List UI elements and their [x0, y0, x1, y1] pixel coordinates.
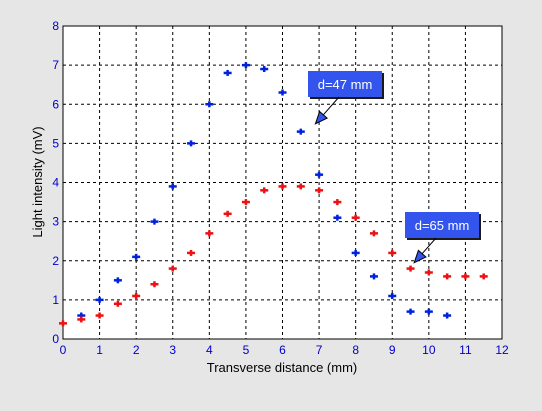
y-tick-label: 4 — [52, 176, 59, 190]
data-point-series-2 — [406, 265, 415, 272]
data-point-series-1 — [351, 249, 360, 256]
y-tick-label: 2 — [52, 254, 59, 268]
data-point-series-1 — [205, 101, 214, 108]
y-tick-label: 6 — [52, 97, 59, 111]
data-point-series-1 — [187, 140, 196, 147]
data-point-series-2 — [315, 187, 324, 194]
y-tick-label: 3 — [52, 215, 59, 229]
data-point-series-2 — [132, 292, 141, 299]
data-point-series-1 — [424, 308, 433, 315]
annotation-arrowhead — [413, 249, 427, 264]
data-point-series-2 — [278, 183, 287, 190]
annotation-label: d=47 mm — [318, 77, 373, 92]
y-tick-label: 7 — [52, 58, 59, 72]
data-point-series-2 — [241, 199, 250, 206]
annotation-1: d=47 mm — [308, 71, 384, 125]
x-tick-label: 7 — [316, 343, 323, 357]
data-point-series-2 — [223, 210, 232, 217]
data-point-series-2 — [333, 199, 342, 206]
annotation-2: d=65 mm — [405, 212, 481, 264]
x-tick-label: 8 — [352, 343, 359, 357]
annotation-arrow — [322, 96, 340, 116]
y-tick-label: 1 — [52, 293, 59, 307]
data-point-series-1 — [278, 89, 287, 96]
data-point-series-1 — [168, 183, 177, 190]
data-point-series-1 — [369, 273, 378, 280]
data-point-series-2 — [168, 265, 177, 272]
data-point-series-1 — [113, 277, 122, 284]
data-point-series-2 — [369, 230, 378, 237]
data-point-series-2 — [205, 230, 214, 237]
annotation-box — [308, 71, 382, 97]
y-tick-label: 5 — [52, 136, 59, 150]
data-point-series-2 — [95, 312, 104, 319]
data-point-series-1 — [95, 296, 104, 303]
data-point-series-1 — [333, 214, 342, 221]
data-point-series-2 — [150, 281, 159, 288]
data-point-series-2 — [424, 269, 433, 276]
x-tick-label: 6 — [279, 343, 286, 357]
data-point-series-1 — [260, 66, 269, 73]
data-point-series-1 — [150, 218, 159, 225]
x-tick-label: 12 — [495, 343, 509, 357]
data-point-series-2 — [479, 273, 488, 280]
data-point-series-1 — [296, 128, 305, 135]
annotation-arrow — [421, 237, 437, 255]
data-point-series-2 — [113, 300, 122, 307]
grid — [63, 26, 502, 339]
x-tick-label: 11 — [459, 343, 472, 357]
data-point-series-2 — [187, 249, 196, 256]
annotation-box — [405, 212, 479, 238]
data-point-series-1 — [132, 253, 141, 260]
data-point-series-2 — [443, 273, 452, 280]
data-point-series-1 — [223, 69, 232, 76]
data-points — [59, 62, 488, 327]
x-tick-label: 9 — [389, 343, 396, 357]
y-axis-label: Light intensity (mV) — [30, 126, 45, 237]
data-point-series-2 — [351, 214, 360, 221]
data-point-series-1 — [406, 308, 415, 315]
data-point-series-1 — [315, 171, 324, 178]
data-point-series-1 — [388, 292, 397, 299]
data-point-series-2 — [260, 187, 269, 194]
x-tick-label: 2 — [133, 343, 140, 357]
data-point-series-2 — [296, 183, 305, 190]
x-tick-label: 0 — [60, 343, 67, 357]
annotations: d=47 mm d=65 mm — [308, 71, 481, 264]
data-point-series-1 — [241, 62, 250, 69]
x-tick-label: 5 — [243, 343, 250, 357]
data-point-series-2 — [461, 273, 470, 280]
annotation-label: d=65 mm — [415, 218, 470, 233]
data-point-series-2 — [59, 320, 67, 327]
x-tick-label: 1 — [96, 343, 103, 357]
x-tick-label: 3 — [169, 343, 176, 357]
y-tick-label: 0 — [52, 332, 59, 346]
data-point-series-2 — [77, 316, 86, 323]
x-tick-label: 10 — [422, 343, 436, 357]
data-point-series-2 — [388, 249, 397, 256]
y-tick-label: 8 — [52, 19, 59, 33]
annotation-arrowhead — [314, 110, 328, 125]
x-axis-label: Transverse distance (mm) — [207, 360, 358, 375]
x-tick-label: 4 — [206, 343, 213, 357]
data-point-series-1 — [443, 312, 452, 319]
